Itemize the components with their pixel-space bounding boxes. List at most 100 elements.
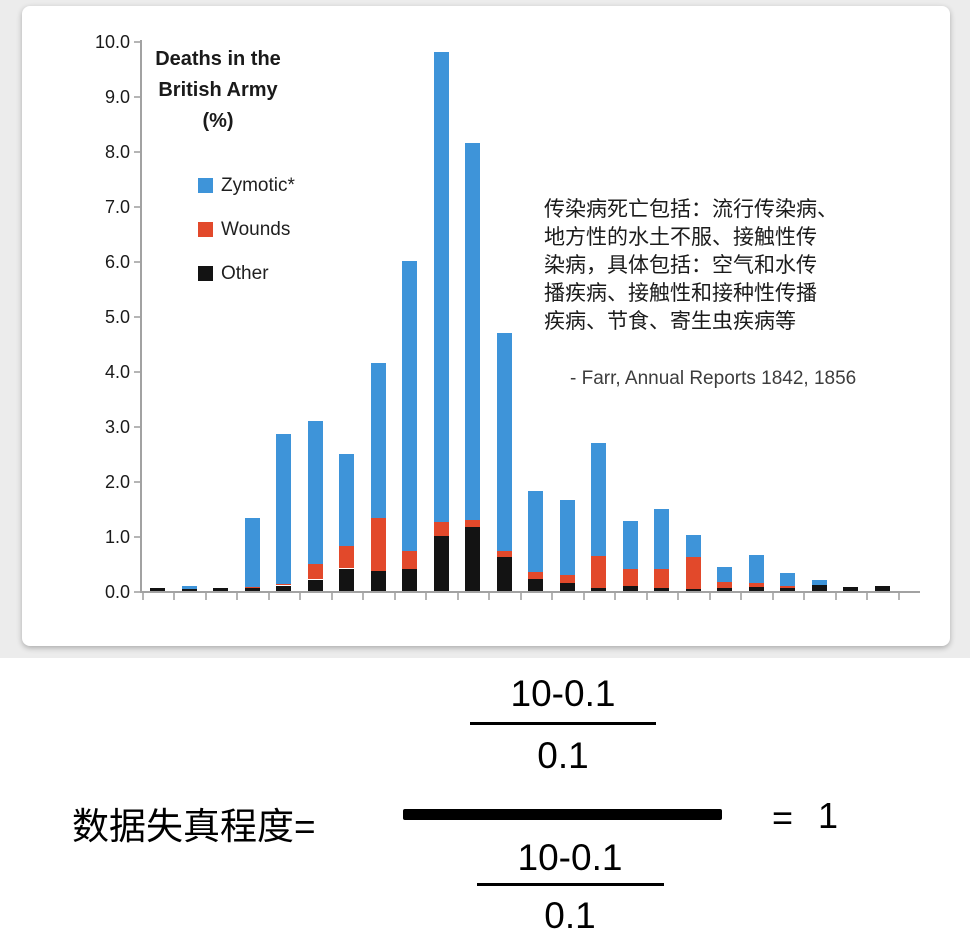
legend-item-other: Other (198, 263, 295, 284)
bar-segment-wounds (780, 585, 795, 589)
y-axis-tick-label: 8.0 (104, 142, 130, 162)
x-axis-tick (488, 593, 491, 600)
bar-segment-other (496, 556, 512, 591)
bar-segment-other (685, 589, 701, 591)
x-axis-tick (897, 593, 900, 600)
bar-segment-zymotic (181, 585, 197, 590)
bar-segment-other (465, 527, 480, 591)
bar-segment-zymotic (780, 572, 795, 586)
y-axis-tick (134, 426, 140, 428)
bar-segment-zymotic (465, 142, 480, 520)
y-axis-tick-label: 0.0 (104, 582, 130, 602)
bar-segment-other (717, 588, 732, 592)
formula-label: 数据失真程度= (72, 806, 316, 847)
bar-segment-zymotic (433, 52, 449, 522)
other-swatch-icon (198, 266, 213, 281)
bar-segment-other (811, 584, 827, 591)
x-axis-tick (614, 593, 617, 600)
annotation-line3: 染病，具体包括：空气和水传 (544, 254, 817, 277)
bar-segment-zymotic (622, 520, 638, 569)
bar-segment-wounds (685, 556, 701, 590)
bar-segment-wounds (465, 519, 480, 528)
x-axis-tick (299, 593, 302, 600)
x-axis-tick (677, 593, 680, 600)
legend: Zymotic* Wounds Other (198, 174, 295, 309)
bar-segment-wounds (402, 550, 417, 570)
top-fraction-denominator: 0.1 (537, 735, 589, 776)
bar-segment-wounds (622, 569, 638, 586)
x-axis-tick (771, 593, 774, 600)
y-axis-tick (134, 371, 140, 373)
bar-segment-zymotic (748, 555, 764, 583)
y-axis-tick (134, 151, 140, 153)
y-axis-tick-label: 10.0 (94, 32, 130, 52)
bar-segment-wounds (276, 583, 291, 586)
legend-label-wounds: Wounds (221, 218, 291, 240)
bar-segment-zymotic (339, 453, 354, 546)
x-axis-tick (425, 593, 428, 600)
x-axis-tick (645, 593, 648, 600)
bar-segment-zymotic (276, 434, 291, 584)
x-axis-tick (834, 593, 837, 600)
x-axis-tick (362, 593, 365, 600)
x-axis-tick (708, 593, 711, 600)
bar-segment-zymotic (685, 534, 701, 557)
bar-segment-other (654, 588, 669, 592)
bar-segment-zymotic (307, 420, 323, 564)
x-axis-tick (236, 593, 239, 600)
chart-card: 0.0 1.0 2.0 3.0 4.0 5.0 6.0 7.0 8.0 9.0 10.0 Death… (22, 6, 950, 646)
y-axis-line (140, 40, 142, 593)
result-value: 1 (818, 795, 839, 836)
bottom-fraction-denominator: 0.1 (544, 895, 596, 936)
annotation-line1: 传染病死亡包括：流行传染病、 (544, 198, 838, 221)
bar-segment-other (181, 589, 197, 591)
y-axis-tick-label: 1.0 (104, 527, 130, 547)
bottom-fraction-numerator: 10-0.1 (517, 837, 623, 878)
x-axis-tick (330, 593, 333, 600)
y-axis-tick-label: 9.0 (104, 87, 130, 107)
main-fraction-line (403, 809, 722, 820)
y-axis-tick-label: 7.0 (104, 197, 130, 217)
y-axis-tick (134, 96, 140, 98)
bottom-fraction-line (477, 883, 664, 886)
x-axis-line (140, 591, 920, 593)
x-axis-tick (393, 593, 396, 600)
bar-segment-other (591, 587, 606, 591)
y-axis-tick (134, 536, 140, 538)
y-axis-tick-label: 5.0 (104, 307, 130, 327)
chart-title-line1: Deaths in the (155, 48, 281, 70)
bar-segment-wounds (496, 550, 512, 557)
bar-segment-zymotic (591, 442, 606, 556)
chart-title-line2: British Army (158, 79, 278, 101)
x-axis-tick (582, 593, 585, 600)
equals-sign: = (772, 797, 794, 838)
bar-segment-other (780, 588, 795, 592)
y-axis-tick (134, 481, 140, 483)
annotation-line4: 播疾病、接触性和接种性传播 (544, 282, 817, 305)
bar-segment-other (402, 569, 417, 591)
y-axis-tick (134, 41, 140, 43)
bar-segment-other (244, 587, 260, 591)
bar-segment-wounds (528, 571, 543, 579)
bar-segment-wounds (339, 545, 354, 569)
y-axis-tick (134, 261, 140, 263)
bar-segment-zymotic (528, 490, 543, 572)
bar-segment-other (370, 571, 386, 591)
bar-segment-zymotic (244, 518, 260, 587)
bar-segment-other (843, 586, 858, 591)
top-fraction-line (470, 722, 656, 725)
bar-segment-other (339, 568, 354, 591)
x-axis-tick (267, 593, 270, 600)
y-axis-tick-label: 6.0 (104, 252, 130, 272)
bar-segment-other (433, 536, 449, 591)
bar-segment-other (213, 588, 228, 592)
top-fraction-numerator: 10-0.1 (510, 673, 616, 714)
bar-segment-zymotic (811, 579, 827, 585)
legend-label-zymotic: Zymotic* (221, 174, 295, 196)
x-axis-tick (551, 593, 554, 600)
wounds-swatch-icon (198, 222, 213, 237)
annotation-line2: 地方性的水土不服、接触性传 (544, 226, 817, 249)
bar-segment-zymotic (717, 567, 732, 582)
bar-segment-wounds (717, 581, 732, 589)
